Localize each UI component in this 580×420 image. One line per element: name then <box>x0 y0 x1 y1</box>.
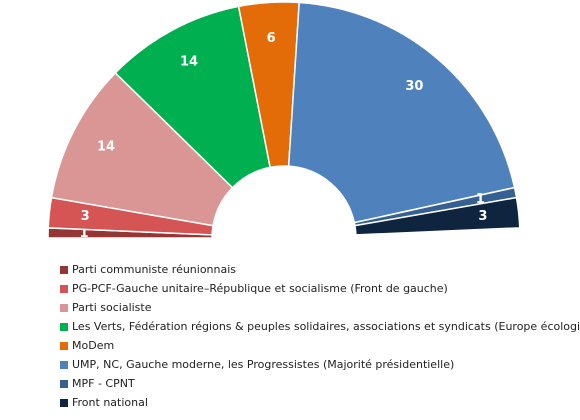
legend-label-5: UMP, NC, Gauche moderne, les Progressist… <box>72 358 455 371</box>
slice-value-label-2: 14 <box>97 139 115 154</box>
legend-swatch-7 <box>60 398 68 407</box>
legend-swatch-2 <box>60 303 68 312</box>
legend-swatch-1 <box>60 284 68 293</box>
legend-swatch-6 <box>60 379 68 388</box>
legend-label-2: Parti socialiste <box>72 301 152 314</box>
chart-svg: 1 3 14 14 6 30 1 3 <box>48 1 521 241</box>
legend: Parti communiste réunionnais PG-PCF-Gauch… <box>60 260 580 412</box>
legend-swatch-0 <box>60 265 68 274</box>
legend-item-3: Les Verts, Fédération régions & peuples … <box>60 317 580 336</box>
slice-5 <box>287 1 516 224</box>
legend-item-2: Parti socialiste <box>60 298 580 317</box>
slice-value-label-7: 3 <box>478 209 487 224</box>
legend-swatch-4 <box>60 341 68 350</box>
slice-value-label-3: 14 <box>180 54 198 69</box>
legend-label-0: Parti communiste réunionnais <box>72 263 237 276</box>
legend-item-5: UMP, NC, Gauche moderne, les Progressist… <box>60 355 580 374</box>
legend-item-7: Front national <box>60 393 580 412</box>
slice-value-label-0: 1 <box>80 226 89 241</box>
slice-7 <box>354 196 521 236</box>
legend-label-3: Les Verts, Fédération régions & peuples … <box>72 320 580 333</box>
legend-label-6: MPF - CPNT <box>72 377 135 390</box>
legend-item-6: MPF - CPNT <box>60 374 580 393</box>
slice-value-label-5: 30 <box>405 79 423 94</box>
legend-label-7: Front national <box>72 396 148 409</box>
legend-swatch-3 <box>60 322 68 331</box>
slice-3 <box>114 5 272 189</box>
legend-item-1: PG-PCF-Gauche unitaire–République et soc… <box>60 279 580 298</box>
legend-label-1: PG-PCF-Gauche unitaire–République et soc… <box>72 282 448 295</box>
slice-value-label-4: 6 <box>267 31 276 46</box>
legend-label-4: MoDem <box>72 339 115 352</box>
legend-swatch-5 <box>60 360 68 369</box>
slice-2 <box>50 71 234 227</box>
legend-item-0: Parti communiste réunionnais <box>60 260 580 279</box>
slice-value-label-1: 3 <box>81 209 90 224</box>
legend-item-4: MoDem <box>60 336 580 355</box>
slice-value-label-6: 1 <box>476 192 485 207</box>
